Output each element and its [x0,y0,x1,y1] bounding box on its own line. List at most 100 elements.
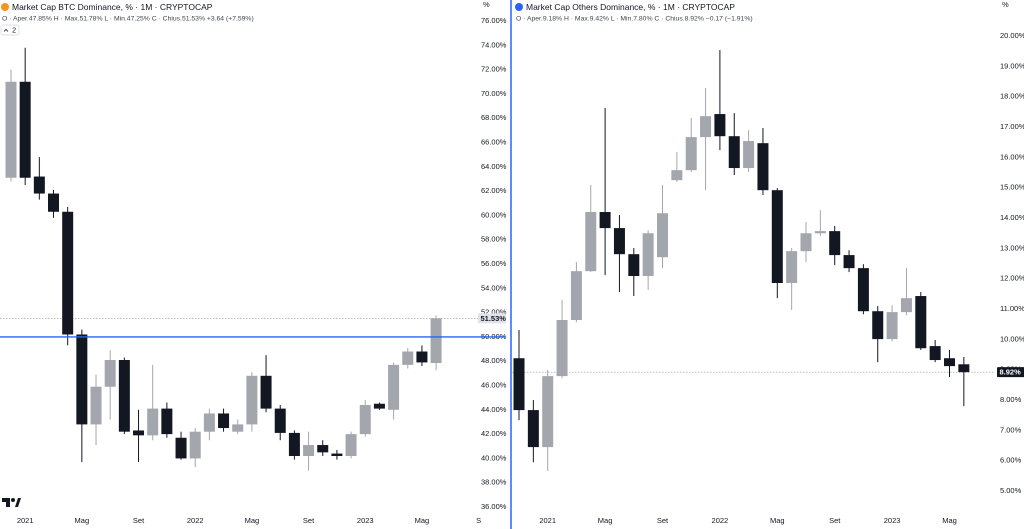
y-tick-label: 38.00% [481,478,507,487]
x-tick-label: Mag [75,516,90,525]
y-tick-label: 11.00% [1000,304,1024,313]
y-tick-label: 54.00% [481,283,507,292]
candle-body [373,403,385,409]
candle-body [345,434,357,456]
candle-body [76,334,88,425]
candle-body [958,364,970,373]
candle-body [786,251,798,283]
candle-body [513,358,525,411]
y-tick-label: 13.00% [1000,243,1024,252]
candle-body [944,358,955,367]
symbol-icon [1,3,9,11]
y-tick-label: 18.00% [1000,92,1024,101]
candle-body [628,254,640,277]
y-tick-label: 76.00% [481,16,507,25]
candle-body [175,437,187,459]
candle-body [542,376,554,448]
y-tick-label: 44.00% [481,405,507,414]
y-tick-label: 68.00% [481,113,507,122]
candle-body [232,424,244,432]
x-tick-label: Mag [770,516,785,525]
candle-body [133,430,145,436]
candle-body [33,176,45,194]
candle-body [857,268,869,312]
y-tick-label: 42.00% [481,429,507,438]
price-label-box [997,367,1024,378]
candle-body [843,255,855,269]
candle-body [430,318,442,364]
candle-body [62,211,74,335]
candle-body [303,445,315,456]
candle-body [671,170,683,181]
y-axis-unit: % [1002,0,1009,9]
candle-body [700,116,712,138]
x-tick-label: S [476,516,481,525]
price-label-box [478,313,506,324]
y-tick-label: 7.00% [1000,425,1022,434]
candle-body [359,404,371,435]
chart-pane [0,47,478,471]
y-tick-label: 56.00% [481,259,507,268]
y-tick-label: 72.00% [481,65,507,74]
price-label: 51.53% [481,314,507,323]
y-tick-label: 20.00% [1000,31,1024,40]
y-tick-label: 14.00% [1000,213,1024,222]
y-tick-label: 58.00% [481,235,507,244]
candle-body [714,114,726,137]
candle-body [402,351,414,365]
y-tick-label: 17.00% [1000,122,1024,131]
y-tick-label: 36.00% [481,502,507,511]
candle-body [728,136,740,169]
y-tick-label: 19.00% [1000,61,1024,70]
candle-body [218,413,230,429]
candle-body [118,360,130,432]
candle-body [613,228,625,255]
x-tick-label: Mag [598,516,613,525]
y-tick-label: 46.00% [481,381,507,390]
y-tick-label: 12.00% [1000,274,1024,283]
candle-body [527,410,539,448]
price-label: 8.92% [1000,368,1022,377]
y-tick-label: 70.00% [481,89,507,98]
candle-body [274,408,286,433]
candle-body [246,375,258,425]
y-tick-label: 16.00% [1000,152,1024,161]
candle-body [599,212,611,229]
collapse-button[interactable]: 2 [0,24,20,36]
y-tick-label: 74.00% [481,40,507,49]
candle-body [642,233,654,277]
x-tick-label: Set [303,516,315,525]
candle-body [900,298,912,313]
candle-body [161,408,173,435]
candle-body [104,360,116,387]
x-tick-label: Set [829,516,841,525]
candle-body [570,271,582,320]
x-tick-label: 2021 [539,516,556,525]
chart-title: Market Cap BTC Dominance, % · 1M · CRYPT… [12,2,213,12]
x-tick-label: Set [657,516,669,525]
y-tick-label: 64.00% [481,162,507,171]
candle-body [829,231,841,256]
y-tick-label: 10.00% [1000,334,1024,343]
x-tick-label: 2022 [712,516,729,525]
candle-body [317,445,329,453]
candle-body [814,231,826,234]
collapse-count[interactable]: 2 [12,25,16,34]
candle-body [5,81,17,178]
y-tick-label: 5.00% [1000,486,1022,495]
chart-pane [512,50,995,472]
candle-body [556,320,568,377]
candle-body [800,233,812,252]
y-tick-label: 62.00% [481,186,507,195]
candle-body [189,431,201,459]
y-tick-label: 40.00% [481,453,507,462]
candle-body [19,81,31,178]
y-tick-label: 15.00% [1000,183,1024,192]
candle-body [331,453,343,456]
chart-title: Market Cap Others Dominance, % · 1M · CR… [526,2,735,12]
ohlc-legend: O · Aper.9.18% H · Max.9.42% L · Min.7.8… [516,15,753,22]
ohlc-legend: O · Aper.47.85% H · Max.51.78% L · Min.4… [2,15,254,22]
x-tick-label: Mag [942,516,957,525]
